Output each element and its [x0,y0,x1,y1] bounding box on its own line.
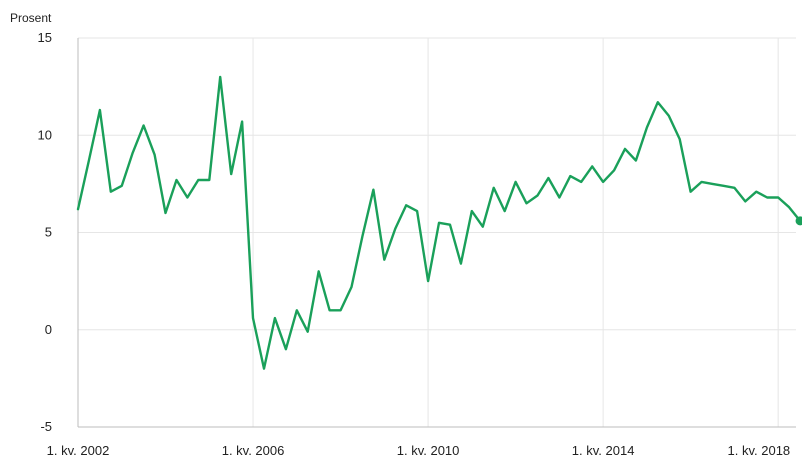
data-point [382,258,386,262]
data-point [590,164,594,168]
data-point [142,124,146,128]
y-axis-title: Prosent [10,11,52,25]
data-point [667,114,671,118]
data-point [514,180,518,184]
data-point [711,182,715,186]
data-point [732,186,736,190]
data-point [273,316,277,320]
data-point [721,184,725,188]
y-tick-label: 15 [38,30,52,45]
data-point [765,195,769,199]
data-point [645,125,649,129]
data-point [503,209,507,213]
data-point [787,205,791,209]
data-point [546,176,550,180]
x-tick-label: 1. kv. 2006 [222,443,285,458]
points-layer [76,75,802,371]
data-point [492,186,496,190]
data-point [393,227,397,231]
data-point [579,180,583,184]
data-point [350,285,354,289]
y-tick-labels: 15 10 5 0 -5 [38,30,52,434]
series-line [76,75,802,370]
y-tick-label: 5 [45,225,52,240]
data-point [339,308,343,312]
data-point [317,269,321,273]
data-point [601,180,605,184]
data-point [612,168,616,172]
data-point [164,211,168,215]
data-point [229,172,233,176]
data-point [218,75,222,79]
data-point [634,159,638,163]
data-point [535,194,539,198]
data-point [426,279,430,283]
data-point [448,223,452,227]
x-tick-label: 1. kv. 2018 [728,443,791,458]
data-point [174,178,178,182]
data-point [185,195,189,199]
series-layer [76,75,802,370]
data-point [568,174,572,178]
data-point [700,180,704,184]
data-point [525,201,529,205]
data-point [295,308,299,312]
data-point [76,207,80,211]
data-point [87,159,91,163]
data-point [623,147,627,151]
data-point [754,190,758,194]
y-tick-label: -5 [40,419,52,434]
data-point [689,190,693,194]
axes [77,38,796,428]
x-tick-label: 1. kv. 2014 [572,443,635,458]
data-point [306,330,310,334]
data-point [557,195,561,199]
data-point [328,308,332,312]
data-point [240,120,244,124]
data-point [678,137,682,141]
data-point [470,209,474,213]
last-data-point [795,216,802,226]
data-point [656,100,660,104]
data-point [251,316,255,320]
data-point [459,262,463,266]
data-point [207,178,211,182]
data-point [360,234,364,238]
x-tick-label: 1. kv. 2010 [397,443,460,458]
y-tick-label: 10 [38,127,52,142]
data-point [109,190,113,194]
data-point [437,221,441,225]
data-point [131,151,135,155]
data-point [284,347,288,351]
y-tick-label: 0 [45,322,52,337]
data-point [415,209,419,213]
data-point [153,153,157,157]
data-point [371,188,375,192]
x-tick-label: 1. kv. 2002 [47,443,110,458]
data-point [196,178,200,182]
data-point [120,184,124,188]
data-point [262,367,266,371]
data-point [776,195,780,199]
x-tick-labels: 1. kv. 2002 1. kv. 2006 1. kv. 2010 1. kv. … [47,443,790,458]
data-point [481,225,485,229]
data-point [743,199,747,203]
data-point [98,108,102,112]
data-point [404,203,408,207]
